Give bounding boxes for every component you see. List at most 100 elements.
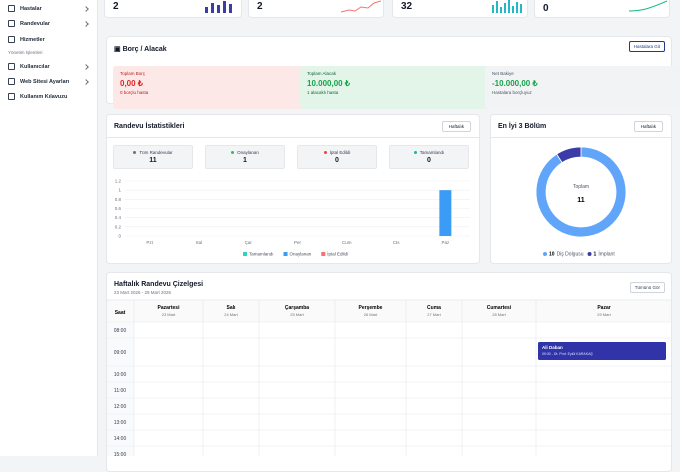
summary-box: İptal Edildi 0: [297, 145, 377, 169]
nav-section: Yönetim İşlemleri: [8, 50, 43, 55]
charts-layer: 0 0.2 0.4 0.6 0.8 1 1.2 Pzt Sal Çar Per Cum Cts Paz Ta…: [106, 146, 672, 456]
day-name: Perşembe: [359, 305, 383, 311]
day-date: 24 Mart: [224, 312, 238, 317]
summary-value: 11: [149, 157, 157, 164]
card-title: Randevu İstatistikleri: [114, 123, 185, 130]
nav-item[interactable]: Hastalar: [8, 5, 89, 12]
debt-box: Toplam Borç 0,00 ₺ 0 borçlu hasta: [113, 66, 306, 109]
appointment: [538, 342, 666, 360]
stat-card: 2: [104, 0, 242, 18]
time-label: 15:00: [114, 452, 127, 456]
stat-value: 2: [113, 1, 119, 12]
net-box: Net Bakiye -10.000,00 ₺ Hastalara borçlu…: [485, 66, 680, 109]
box-amount: 10.000,00 ₺: [307, 79, 350, 88]
legend-value: 1: [594, 252, 597, 258]
day-name: Pazartesi: [158, 305, 181, 311]
summary-label-text: İptal Edildi: [329, 150, 351, 155]
stat-card: 2: [248, 0, 384, 18]
card-title: Haftalık Randevu Çizelgesi: [114, 281, 204, 288]
patients-button[interactable]: Hastalara Git: [628, 41, 665, 52]
time-header: Saat: [115, 310, 126, 316]
stat-card: 0: [534, 0, 670, 18]
box-note: Hastalara borçluyuz: [492, 90, 532, 95]
summary-label-text: Onaylanan: [237, 150, 259, 155]
summary-value: 0: [335, 157, 339, 164]
balance-card: ▣ Borç / Alacak Hastalara Git Toplam Bor…: [106, 36, 680, 109]
schedule-header-bg: [107, 300, 671, 322]
box-amount: 0,00 ₺: [120, 79, 143, 88]
summary-dot: [413, 151, 417, 155]
sidebar: Hastalar Randevular Hizmetler Yönetim İş…: [0, 0, 98, 456]
x-tick-label: Çar: [245, 240, 253, 245]
legend-label: İptal Edildi: [327, 251, 348, 257]
bar: [439, 190, 452, 236]
day-date: 26 Mart: [364, 312, 378, 317]
see-all-button[interactable]: Tümünü Gör: [629, 282, 665, 293]
time-label: 08:00: [114, 328, 127, 334]
x-tick-label: Per: [294, 240, 302, 245]
summary-label: İptal Edildi: [298, 150, 376, 155]
summary-label-text: Tüm Randevular: [139, 150, 173, 155]
nav-item[interactable]: Randevular: [8, 20, 89, 27]
day-name: Pazar: [597, 305, 610, 311]
mini-chart: [492, 0, 522, 13]
summary-label: Onaylanan: [206, 150, 284, 155]
summary-value: 1: [243, 157, 247, 164]
mini-chart: [341, 0, 381, 13]
nav-item[interactable]: Hizmetler: [8, 36, 88, 43]
nav-label: Hastalar: [20, 5, 42, 12]
legend-swatch: [283, 252, 288, 256]
legend-value: 10: [549, 252, 555, 258]
legend-swatch: [243, 252, 247, 256]
box-note: 0 borçlu hasta: [120, 90, 149, 95]
legend-label: Onaylanan: [290, 252, 312, 257]
summary-label-text: Tamamlandı: [419, 150, 445, 155]
stat-value: 0: [543, 3, 549, 14]
day-date: 29 Mart: [597, 312, 611, 317]
time-label: 14:00: [114, 436, 127, 442]
day-date: 23 Mart: [162, 312, 176, 317]
donut-segment: [556, 146, 582, 164]
donut-total: 11: [577, 197, 585, 204]
y-tick-label: 1.2: [115, 179, 122, 184]
time-label: 09:00: [114, 350, 127, 356]
legend-label: Diş Dolgusu: [557, 252, 584, 258]
legend-label: Tamamlandı: [249, 252, 274, 257]
receivable-box: Toplam Alacak 10.000,00 ₺ 1 alacaklı has…: [300, 66, 491, 109]
summary-value: 0: [427, 157, 431, 164]
nav-item[interactable]: Web Sitesi Ayarları: [8, 78, 89, 85]
y-tick-label: 0.8: [115, 197, 122, 202]
y-tick-label: 1: [118, 188, 121, 193]
legend-swatch: [321, 252, 326, 256]
mini-chart: [629, 0, 667, 12]
stat-card: 32: [392, 0, 528, 18]
summary-box: Tamamlandı 0: [389, 145, 469, 169]
y-tick-label: 0.4: [115, 215, 122, 220]
appointment-detail: 09:30 - Dt. Prof. Eylül KARAKAŞ: [542, 352, 593, 356]
stat-value: 2: [257, 1, 263, 12]
period-select[interactable]: Haftalık: [441, 121, 471, 132]
day-name: Çarşamba: [285, 305, 309, 311]
nav-item[interactable]: Kullanım Kılavuzu: [8, 93, 88, 100]
y-tick-label: 0: [118, 234, 121, 239]
nav-item[interactable]: Kullanıcılar: [8, 63, 89, 70]
day-date: 25 Mart: [290, 312, 304, 317]
top-departments-card: En İyi 3 Bölüm Haftalık: [490, 114, 672, 264]
card-title: ▣ Borç / Alacak: [114, 46, 167, 53]
period-select[interactable]: Haftalık: [633, 121, 663, 132]
day-name: Salı: [227, 305, 237, 311]
box-label: Toplam Borç: [120, 71, 146, 76]
card-title: En İyi 3 Bölüm: [498, 123, 547, 130]
x-tick-label: Paz: [441, 240, 450, 245]
box-note: 1 alacaklı hasta: [307, 90, 339, 95]
legend-dot: [587, 252, 592, 256]
box-label: Toplam Alacak: [307, 71, 337, 76]
day-name: Cumartesi: [487, 305, 512, 311]
box-label: Net Bakiye: [492, 71, 514, 76]
date-range: 23 Mart 2026 - 29 Mart 2026: [114, 290, 172, 295]
nav-label: Kullanım Kılavuzu: [20, 93, 68, 100]
x-tick-label: Sal: [196, 240, 203, 245]
legend-label: İmplant: [598, 251, 615, 258]
stat-value: 32: [401, 1, 413, 12]
